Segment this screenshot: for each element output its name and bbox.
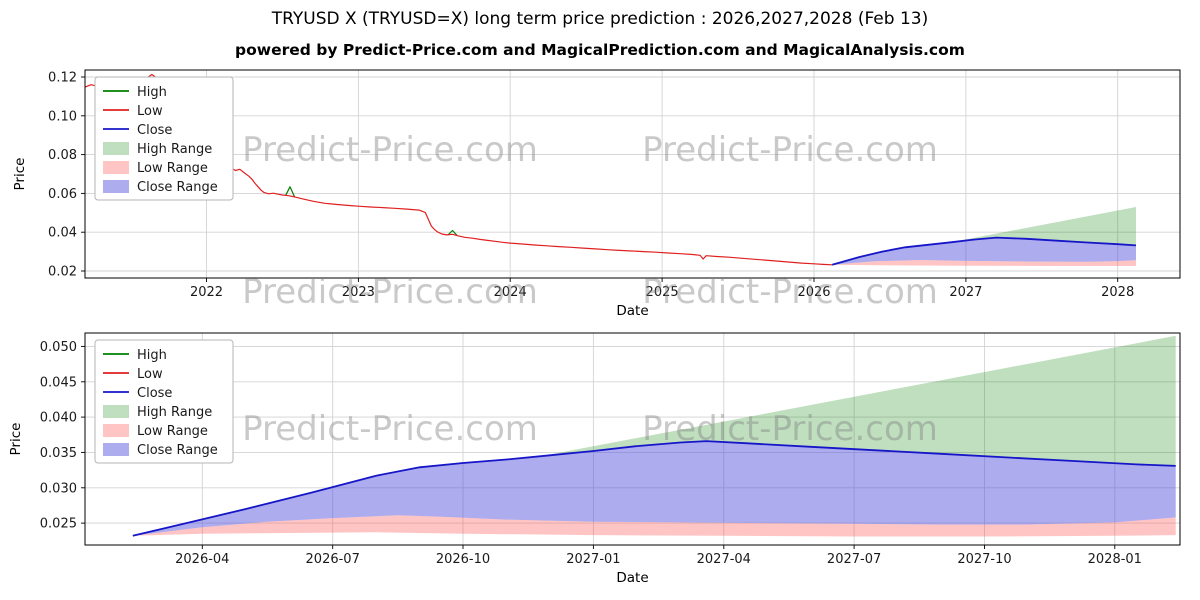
price-history-chart: 2022 2023 2024 2025 2026 2027 2028 0.02 0.04 0.06… [12,69,1181,319]
chart-title: TRYUSD X (TRYUSD=X) long term price pred… [271,9,929,29]
svg-text:2022: 2022 [190,285,223,300]
forecast-detail-chart: 2026-04 2026-07 2026-10 2027-01 2027-04 2027-… [8,332,1181,586]
svg-text:2026-10: 2026-10 [436,552,490,567]
svg-text:0.06: 0.06 [48,187,77,202]
chart-subtitle: powered by Predict-Price.com and Magical… [235,41,965,59]
svg-text:High: High [137,348,167,363]
svg-text:0.025: 0.025 [40,517,77,532]
svg-text:Close: Close [137,386,172,401]
svg-text:2027-04: 2027-04 [697,552,751,567]
svg-text:0.045: 0.045 [40,375,77,390]
svg-text:2028: 2028 [1101,285,1134,300]
svg-text:0.12: 0.12 [48,71,77,86]
svg-text:High Range: High Range [137,142,212,157]
svg-text:2028-01: 2028-01 [1088,552,1142,567]
svg-text:0.030: 0.030 [40,481,77,496]
svg-text:2026: 2026 [797,285,830,300]
svg-text:Low Range: Low Range [137,424,208,439]
svg-text:2027: 2027 [949,285,982,300]
svg-text:2026-07: 2026-07 [306,552,360,567]
svg-text:Close Range: Close Range [137,443,218,458]
svg-text:0.02: 0.02 [48,265,77,280]
svg-text:Date: Date [616,570,648,586]
svg-text:2025: 2025 [646,285,679,300]
svg-text:0.04: 0.04 [48,226,77,241]
svg-text:0.050: 0.050 [40,340,77,355]
svg-text:2024: 2024 [494,285,527,300]
svg-text:2027-10: 2027-10 [957,552,1011,567]
svg-text:Low: Low [137,367,163,382]
svg-text:High: High [137,85,167,100]
svg-text:2023: 2023 [342,285,375,300]
svg-text:Price: Price [12,158,28,191]
svg-text:Close: Close [137,123,172,138]
svg-text:Close Range: Close Range [137,180,218,195]
svg-text:High Range: High Range [137,405,212,420]
svg-text:Price: Price [8,423,24,456]
svg-text:2026-04: 2026-04 [175,552,229,567]
svg-text:0.035: 0.035 [40,446,77,461]
svg-text:0.08: 0.08 [48,148,77,163]
svg-text:Low: Low [137,104,163,119]
svg-text:Date: Date [616,303,648,319]
svg-text:Low Range: Low Range [137,161,208,176]
svg-text:0.10: 0.10 [48,109,77,124]
svg-text:2027-01: 2027-01 [566,552,620,567]
svg-text:2027-07: 2027-07 [827,552,881,567]
svg-text:0.040: 0.040 [40,411,77,426]
